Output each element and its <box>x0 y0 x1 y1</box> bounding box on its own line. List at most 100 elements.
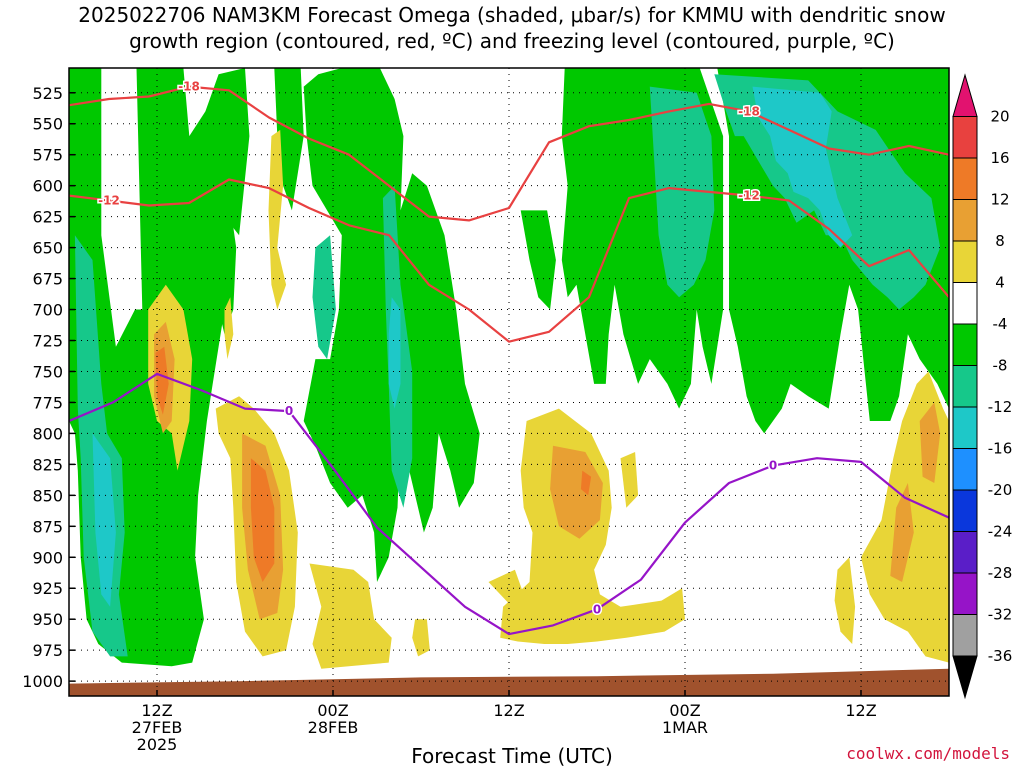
colorbar-segment <box>952 572 978 615</box>
omega-region <box>834 557 856 644</box>
contour-label: -18 <box>178 80 200 94</box>
contour-labels: -18 -18 -12 -12 0 0 0 <box>97 78 779 618</box>
omega-region <box>919 402 941 483</box>
x-tick-label: 12Z <box>845 701 876 720</box>
x-tick-label: 00Z <box>317 701 348 720</box>
colorbar-segment <box>952 448 978 491</box>
omega-region <box>412 619 430 657</box>
colorbar-segment <box>952 655 978 700</box>
colorbar-segment <box>952 614 978 657</box>
colorbar-segment <box>952 406 978 449</box>
chart-title-line-2: growth region (contoured, red, ºC) and f… <box>129 29 895 53</box>
y-tick-label: 650 <box>32 239 63 258</box>
y-tick-label: 875 <box>32 517 63 536</box>
colorbar-label: -28 <box>988 564 1013 582</box>
colorbar-label: 12 <box>990 191 1009 209</box>
omega-region <box>312 235 336 360</box>
colorbar-segment <box>952 116 978 159</box>
colorbar-label: 16 <box>990 149 1009 167</box>
colorbar-segment <box>952 489 978 532</box>
colorbar-segment <box>952 365 978 408</box>
contour-label: -12 <box>98 194 120 208</box>
omega-region <box>92 433 116 607</box>
colorbar-label: 4 <box>995 274 1005 292</box>
contour-label: 0 <box>285 404 293 418</box>
y-tick-label: 575 <box>32 146 63 165</box>
omega-region <box>388 297 401 409</box>
y-tick-label: 700 <box>32 301 63 320</box>
colorbar-label: -24 <box>988 523 1013 541</box>
colorbar-label: -36 <box>988 647 1013 665</box>
y-tick-label: 525 <box>32 84 63 103</box>
y-tick-label: 925 <box>32 579 63 598</box>
colorbar-segment <box>952 240 978 283</box>
y-tick-label: 1000 <box>22 672 63 691</box>
ground-surface <box>69 668 949 696</box>
colorbar-label: -4 <box>993 315 1008 333</box>
omega-shading <box>69 68 949 669</box>
y-tick-label: 800 <box>32 424 63 443</box>
omega-region <box>580 470 592 496</box>
contour-label: -18 <box>738 104 760 118</box>
colorbar-label: -8 <box>993 357 1008 375</box>
omega-region <box>209 185 237 335</box>
y-tick-label: 775 <box>32 393 63 412</box>
omega-region <box>274 68 304 211</box>
contour-label: 0 <box>769 459 777 473</box>
y-tick-label: 750 <box>32 362 63 381</box>
colorbar-segment <box>952 531 978 574</box>
ground-band <box>69 668 949 696</box>
omega-region <box>620 452 639 508</box>
omega-region <box>224 297 234 360</box>
y-tick-label: 950 <box>32 610 63 629</box>
contours <box>69 85 949 636</box>
y-tick-label: 675 <box>32 270 63 289</box>
colorbar-label: -32 <box>988 606 1013 624</box>
x-tick-label: 12Z <box>141 701 172 720</box>
omega-region <box>250 458 275 582</box>
colorbar-segment <box>952 323 978 366</box>
colorbar-segment <box>952 157 978 200</box>
y-tick-label: 600 <box>32 177 63 196</box>
x-tick-label: 12Z <box>493 701 524 720</box>
colorbar-label: 8 <box>995 232 1005 250</box>
colorbar-segment <box>952 73 978 117</box>
omega-region <box>752 86 853 248</box>
x-tick-label: 2025 <box>137 735 178 754</box>
omega-region <box>268 129 287 310</box>
y-tick-label: 975 <box>32 641 63 660</box>
credit-text: coolwx.com/models <box>846 744 1010 763</box>
omega-region <box>155 346 169 415</box>
y-tick-label: 725 <box>32 332 63 351</box>
x-axis-label: Forecast Time (UTC) <box>411 744 613 768</box>
y-tick-label: 850 <box>32 486 63 505</box>
omega-region <box>649 86 715 298</box>
omega-region <box>74 235 128 657</box>
y-tick-label: 625 <box>32 208 63 227</box>
colorbar-label: 20 <box>990 108 1009 126</box>
colorbar-label: -20 <box>988 481 1013 499</box>
omega-region <box>550 445 603 539</box>
x-tick-label: 00Z <box>669 701 700 720</box>
y-tick-label: 550 <box>32 115 63 134</box>
x-tick-label: 28FEB <box>308 718 359 737</box>
colorbar-label: -12 <box>988 398 1013 416</box>
colorbar-label: -16 <box>988 440 1013 458</box>
omega-region <box>309 563 392 669</box>
contour-label: -12 <box>738 189 760 203</box>
y-tick-label: 825 <box>32 455 63 474</box>
contour-line <box>69 85 949 222</box>
omega-region <box>520 210 556 310</box>
contour-line <box>69 372 949 636</box>
axes: 525 550 575 600 625 650 675 700 725 750 775 800 825 8… <box>22 67 950 754</box>
contour-line <box>69 178 949 343</box>
colorbar-segment <box>952 282 978 325</box>
colorbar-segment <box>952 199 978 242</box>
x-tick-label: 27FEB <box>132 718 183 737</box>
colorbar: 20 16 12 8 4 -4 -8 -12 -16 -20 -24 -28 -32 -36 <box>952 73 1013 700</box>
omega-region <box>890 483 914 582</box>
y-tick-label: 900 <box>32 548 63 567</box>
contour-label: 0 <box>593 602 601 616</box>
chart-title-line-1: 2025022706 NAM3KM Forecast Omega (shaded… <box>78 3 946 27</box>
